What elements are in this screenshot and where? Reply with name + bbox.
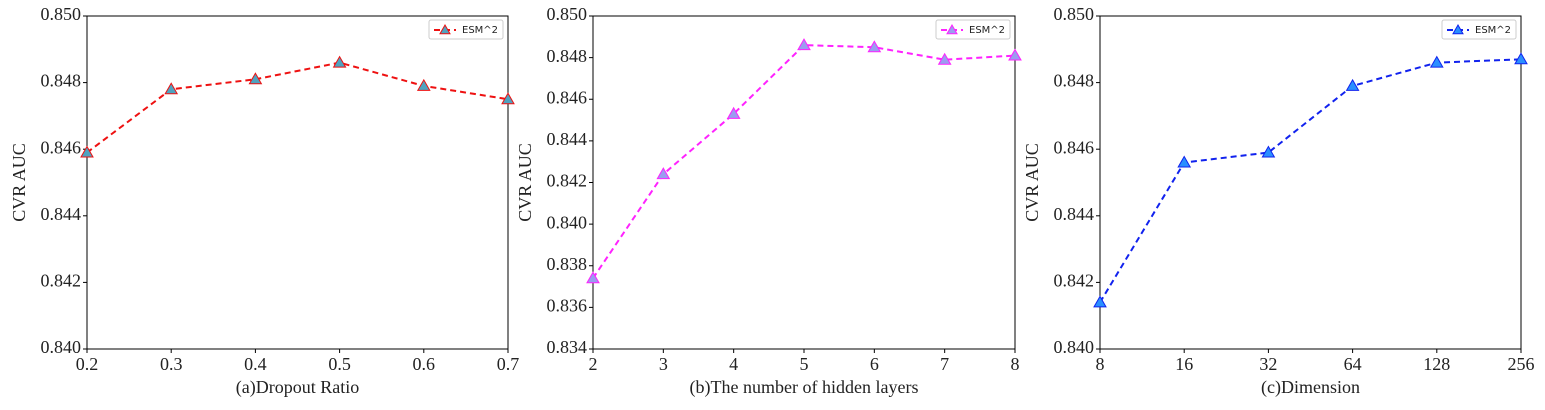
y-tick-label: 0.850 — [1054, 4, 1095, 24]
point-marker — [164, 82, 179, 95]
point-marker — [248, 72, 263, 85]
point-marker — [867, 40, 882, 53]
y-tick-label: 0.846 — [41, 137, 82, 157]
x-axis-label: (a)Dropout Ratio — [236, 377, 359, 398]
y-tick-label: 0.836 — [547, 296, 588, 316]
point-marker — [80, 145, 94, 158]
x-tick-label: 0.4 — [244, 354, 267, 374]
y-tick-label: 0.838 — [547, 254, 588, 274]
x-tick-label: 8 — [1011, 354, 1020, 374]
y-tick-label: 0.840 — [41, 337, 82, 357]
point-marker — [656, 167, 671, 180]
point-marker — [937, 52, 952, 65]
y-tick-label: 0.834 — [547, 337, 588, 357]
point-marker — [501, 92, 515, 105]
point-marker — [586, 271, 600, 284]
x-axis-label: (c)Dimension — [1261, 377, 1360, 398]
x-tick-label: 6 — [870, 354, 879, 374]
y-tick-label: 0.848 — [41, 71, 82, 91]
x-tick-label: 0.6 — [413, 354, 436, 374]
y-tick-label: 0.848 — [547, 46, 588, 66]
y-tick-label: 0.840 — [1054, 337, 1095, 357]
point-marker — [726, 106, 741, 119]
y-tick-label: 0.850 — [547, 4, 588, 24]
plot-frame — [592, 15, 1016, 350]
x-tick-label: 32 — [1259, 354, 1277, 374]
legend-label: ESM^2 — [462, 25, 498, 36]
y-tick-label: 0.844 — [41, 204, 82, 224]
x-axis-label: (b)The number of hidden layers — [690, 377, 919, 398]
point-marker — [1177, 155, 1192, 168]
point-marker — [1261, 145, 1276, 158]
y-tick-label: 0.844 — [547, 129, 588, 149]
x-tick-label: 4 — [729, 354, 738, 374]
y-axis-label: CVR AUC — [515, 143, 535, 222]
y-tick-label: 0.842 — [41, 271, 82, 291]
point-marker — [797, 38, 811, 51]
point-marker — [416, 78, 431, 91]
x-tick-label: 7 — [940, 354, 949, 374]
point-marker — [1345, 78, 1360, 91]
x-tick-label: 0.5 — [328, 354, 351, 374]
legend-label: ESM^2 — [969, 25, 1005, 36]
point-marker — [1093, 295, 1107, 308]
y-tick-label: 0.846 — [1054, 137, 1095, 157]
y-tick-label: 0.846 — [547, 87, 588, 107]
x-tick-label: 2 — [589, 354, 598, 374]
point-marker — [332, 55, 347, 68]
legend-label: ESM^2 — [1475, 25, 1511, 36]
y-tick-label: 0.850 — [41, 4, 82, 24]
y-tick-label: 0.844 — [1054, 204, 1095, 224]
y-tick-label: 0.842 — [547, 171, 588, 191]
x-tick-label: 0.3 — [160, 354, 183, 374]
y-tick-label: 0.840 — [547, 212, 588, 232]
legend-marker — [946, 23, 958, 35]
legend-marker — [1452, 23, 1464, 35]
x-tick-label: 128 — [1423, 354, 1450, 374]
point-marker — [1514, 52, 1528, 65]
point-marker — [1008, 48, 1022, 61]
legend-marker — [439, 23, 451, 35]
x-tick-label: 0.7 — [497, 354, 520, 374]
x-tick-label: 16 — [1175, 354, 1193, 374]
series-line — [86, 61, 509, 154]
point-marker — [1429, 55, 1444, 68]
plot-frame — [86, 15, 509, 350]
x-tick-label: 64 — [1344, 354, 1362, 374]
x-tick-label: 0.2 — [76, 354, 99, 374]
y-tick-label: 0.842 — [1054, 271, 1095, 291]
x-tick-label: 256 — [1508, 354, 1535, 374]
y-tick-label: 0.848 — [1054, 71, 1095, 91]
y-axis-label: CVR AUC — [9, 143, 29, 222]
x-tick-label: 5 — [800, 354, 809, 374]
series-line — [592, 44, 1016, 279]
x-tick-label: 3 — [659, 354, 668, 374]
x-tick-label: 8 — [1096, 354, 1105, 374]
y-axis-label: CVR AUC — [1022, 143, 1042, 222]
plot-frame — [1099, 15, 1522, 350]
series-line — [1099, 58, 1522, 303]
